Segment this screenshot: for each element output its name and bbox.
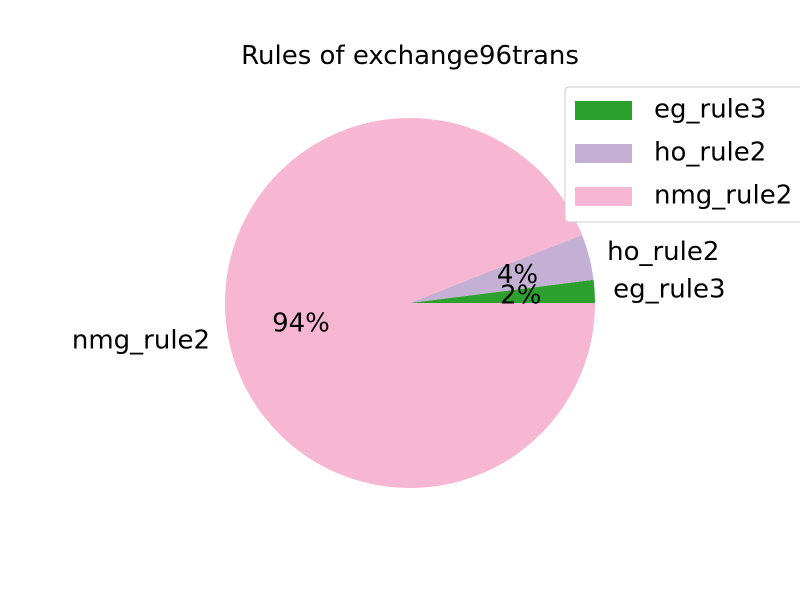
legend-swatch	[575, 187, 632, 206]
slice-category-label: nmg_rule2	[72, 326, 210, 356]
slice-percent-label: 2%	[500, 281, 541, 311]
slice-category-label: ho_rule2	[607, 237, 719, 267]
slice-labels: eg_rule3 2% ho_rule2 4% nmg_rule2 94%	[72, 237, 726, 356]
slice-percent-label: 94%	[272, 308, 330, 338]
legend-swatch	[575, 144, 632, 163]
pie-slices	[225, 117, 596, 488]
legend-items: eg_rule3 ho_rule2 nmg_rule2	[575, 95, 792, 211]
slice-category-label: eg_rule3	[613, 275, 725, 305]
pie-slice-eg-rule3	[410, 279, 595, 303]
pie-slice-nmg-rule2	[225, 117, 596, 488]
chart-title: Rules of exchange96trans	[241, 41, 579, 71]
legend-swatch	[575, 101, 632, 120]
legend-label: ho_rule2	[654, 138, 766, 168]
legend-label: nmg_rule2	[654, 181, 792, 211]
slice-percent-label: 4%	[497, 260, 538, 290]
legend: eg_rule3 ho_rule2 nmg_rule2	[564, 86, 800, 223]
pie-slice-ho-rule2	[410, 234, 594, 303]
legend-label: eg_rule3	[654, 95, 766, 125]
